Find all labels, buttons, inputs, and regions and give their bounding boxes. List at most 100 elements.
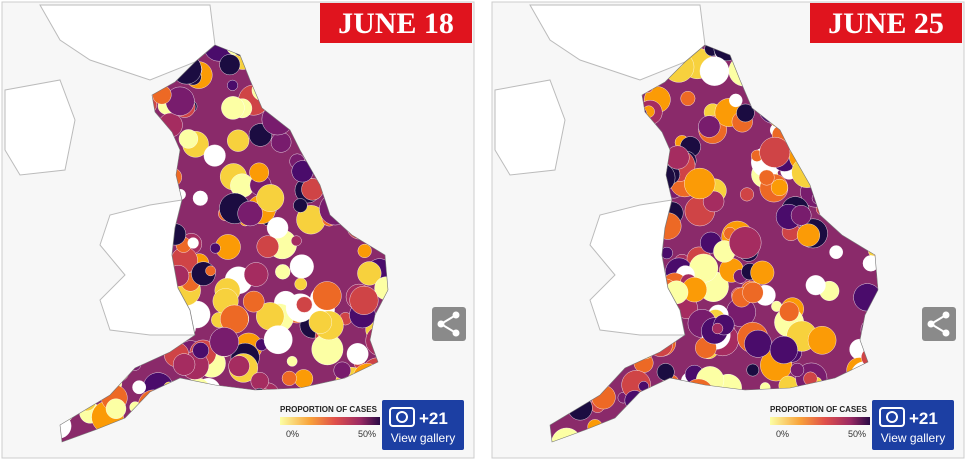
- district: [209, 327, 239, 357]
- district: [294, 277, 308, 291]
- district: [790, 362, 805, 377]
- gallery-label: View gallery: [881, 431, 945, 445]
- map-panel: JUNE 18 PROPORTION OF CASES 0% 50% +21 View g…: [1, 1, 475, 459]
- district: [270, 132, 292, 153]
- legend-gradient: [280, 417, 380, 425]
- district: [698, 115, 721, 138]
- district: [357, 261, 382, 286]
- gallery-count: +21: [419, 409, 448, 428]
- legend-title: PROPORTION OF CASES: [280, 405, 378, 414]
- camera-icon: [879, 407, 905, 427]
- district: [281, 370, 297, 386]
- district: [684, 167, 716, 200]
- district: [680, 91, 696, 106]
- district: [275, 264, 291, 280]
- district: [740, 187, 754, 202]
- district: [862, 255, 878, 272]
- district: [219, 54, 241, 76]
- district: [769, 335, 798, 364]
- date-label: JUNE 25: [828, 7, 944, 40]
- legend-gradient: [770, 417, 870, 425]
- district: [294, 369, 314, 389]
- district: [308, 310, 332, 334]
- ireland-outline: [4, 79, 76, 176]
- district: [728, 226, 762, 259]
- district: [256, 184, 285, 212]
- district: [349, 285, 379, 315]
- district: [249, 162, 269, 183]
- district: [790, 205, 812, 226]
- legend-max: 50%: [848, 429, 866, 439]
- district: [250, 372, 269, 391]
- legend-max: 50%: [358, 429, 376, 439]
- share-bg[interactable]: [432, 307, 466, 341]
- share-bg[interactable]: [922, 307, 956, 341]
- district: [357, 243, 372, 258]
- scotland-outline: [39, 4, 216, 81]
- district: [243, 262, 269, 287]
- district: [742, 281, 764, 304]
- district: [132, 380, 147, 395]
- share-dot: [942, 329, 950, 337]
- legend-min: 0%: [776, 429, 789, 439]
- district: [205, 265, 216, 277]
- gallery-button[interactable]: +21 View gallery: [872, 400, 954, 450]
- district: [172, 353, 196, 376]
- share-dot: [927, 320, 935, 328]
- map-panel: JUNE 25 PROPORTION OF CASES 0% 50% +21 View g…: [491, 1, 965, 459]
- district: [807, 326, 837, 355]
- district: [779, 301, 800, 322]
- district: [729, 93, 743, 108]
- camera-icon: [389, 407, 415, 427]
- camera-lens: [396, 411, 408, 423]
- district: [829, 245, 843, 259]
- district: [286, 355, 298, 367]
- gallery-count: +21: [909, 409, 938, 428]
- district: [209, 242, 221, 254]
- district: [228, 355, 250, 377]
- legend-title: PROPORTION OF CASES: [770, 405, 868, 414]
- share-dot: [942, 311, 950, 319]
- date-label: JUNE 18: [338, 7, 454, 40]
- district: [242, 290, 265, 313]
- district: [256, 235, 279, 258]
- district: [699, 56, 730, 86]
- district: [289, 254, 314, 279]
- district: [711, 322, 724, 335]
- date-badge: [320, 3, 472, 43]
- district: [805, 275, 826, 296]
- district: [187, 237, 199, 249]
- district: [770, 178, 788, 196]
- district: [227, 79, 238, 91]
- camera-lens: [886, 411, 898, 423]
- share-dot: [437, 320, 445, 328]
- district: [237, 200, 263, 227]
- district: [744, 329, 772, 358]
- share-dot: [452, 311, 460, 319]
- legend-min: 0%: [286, 429, 299, 439]
- share-dot: [452, 329, 460, 337]
- district: [266, 217, 289, 239]
- scotland-outline: [529, 4, 706, 81]
- district: [178, 129, 199, 149]
- england-outline: [59, 44, 389, 443]
- district: [312, 281, 342, 311]
- district: [192, 190, 208, 206]
- gallery-button[interactable]: +21 View gallery: [382, 400, 464, 450]
- district: [105, 398, 127, 419]
- district: [263, 325, 293, 355]
- district: [746, 363, 760, 377]
- district: [227, 129, 250, 152]
- district: [290, 235, 302, 247]
- district: [758, 169, 775, 186]
- district: [192, 342, 210, 359]
- district: [293, 198, 308, 213]
- gallery-label: View gallery: [391, 431, 455, 445]
- ireland-outline: [494, 79, 566, 176]
- share-button[interactable]: [922, 307, 956, 341]
- district: [750, 260, 775, 285]
- share-button[interactable]: [432, 307, 466, 341]
- district: [796, 223, 820, 247]
- date-badge: [810, 3, 962, 43]
